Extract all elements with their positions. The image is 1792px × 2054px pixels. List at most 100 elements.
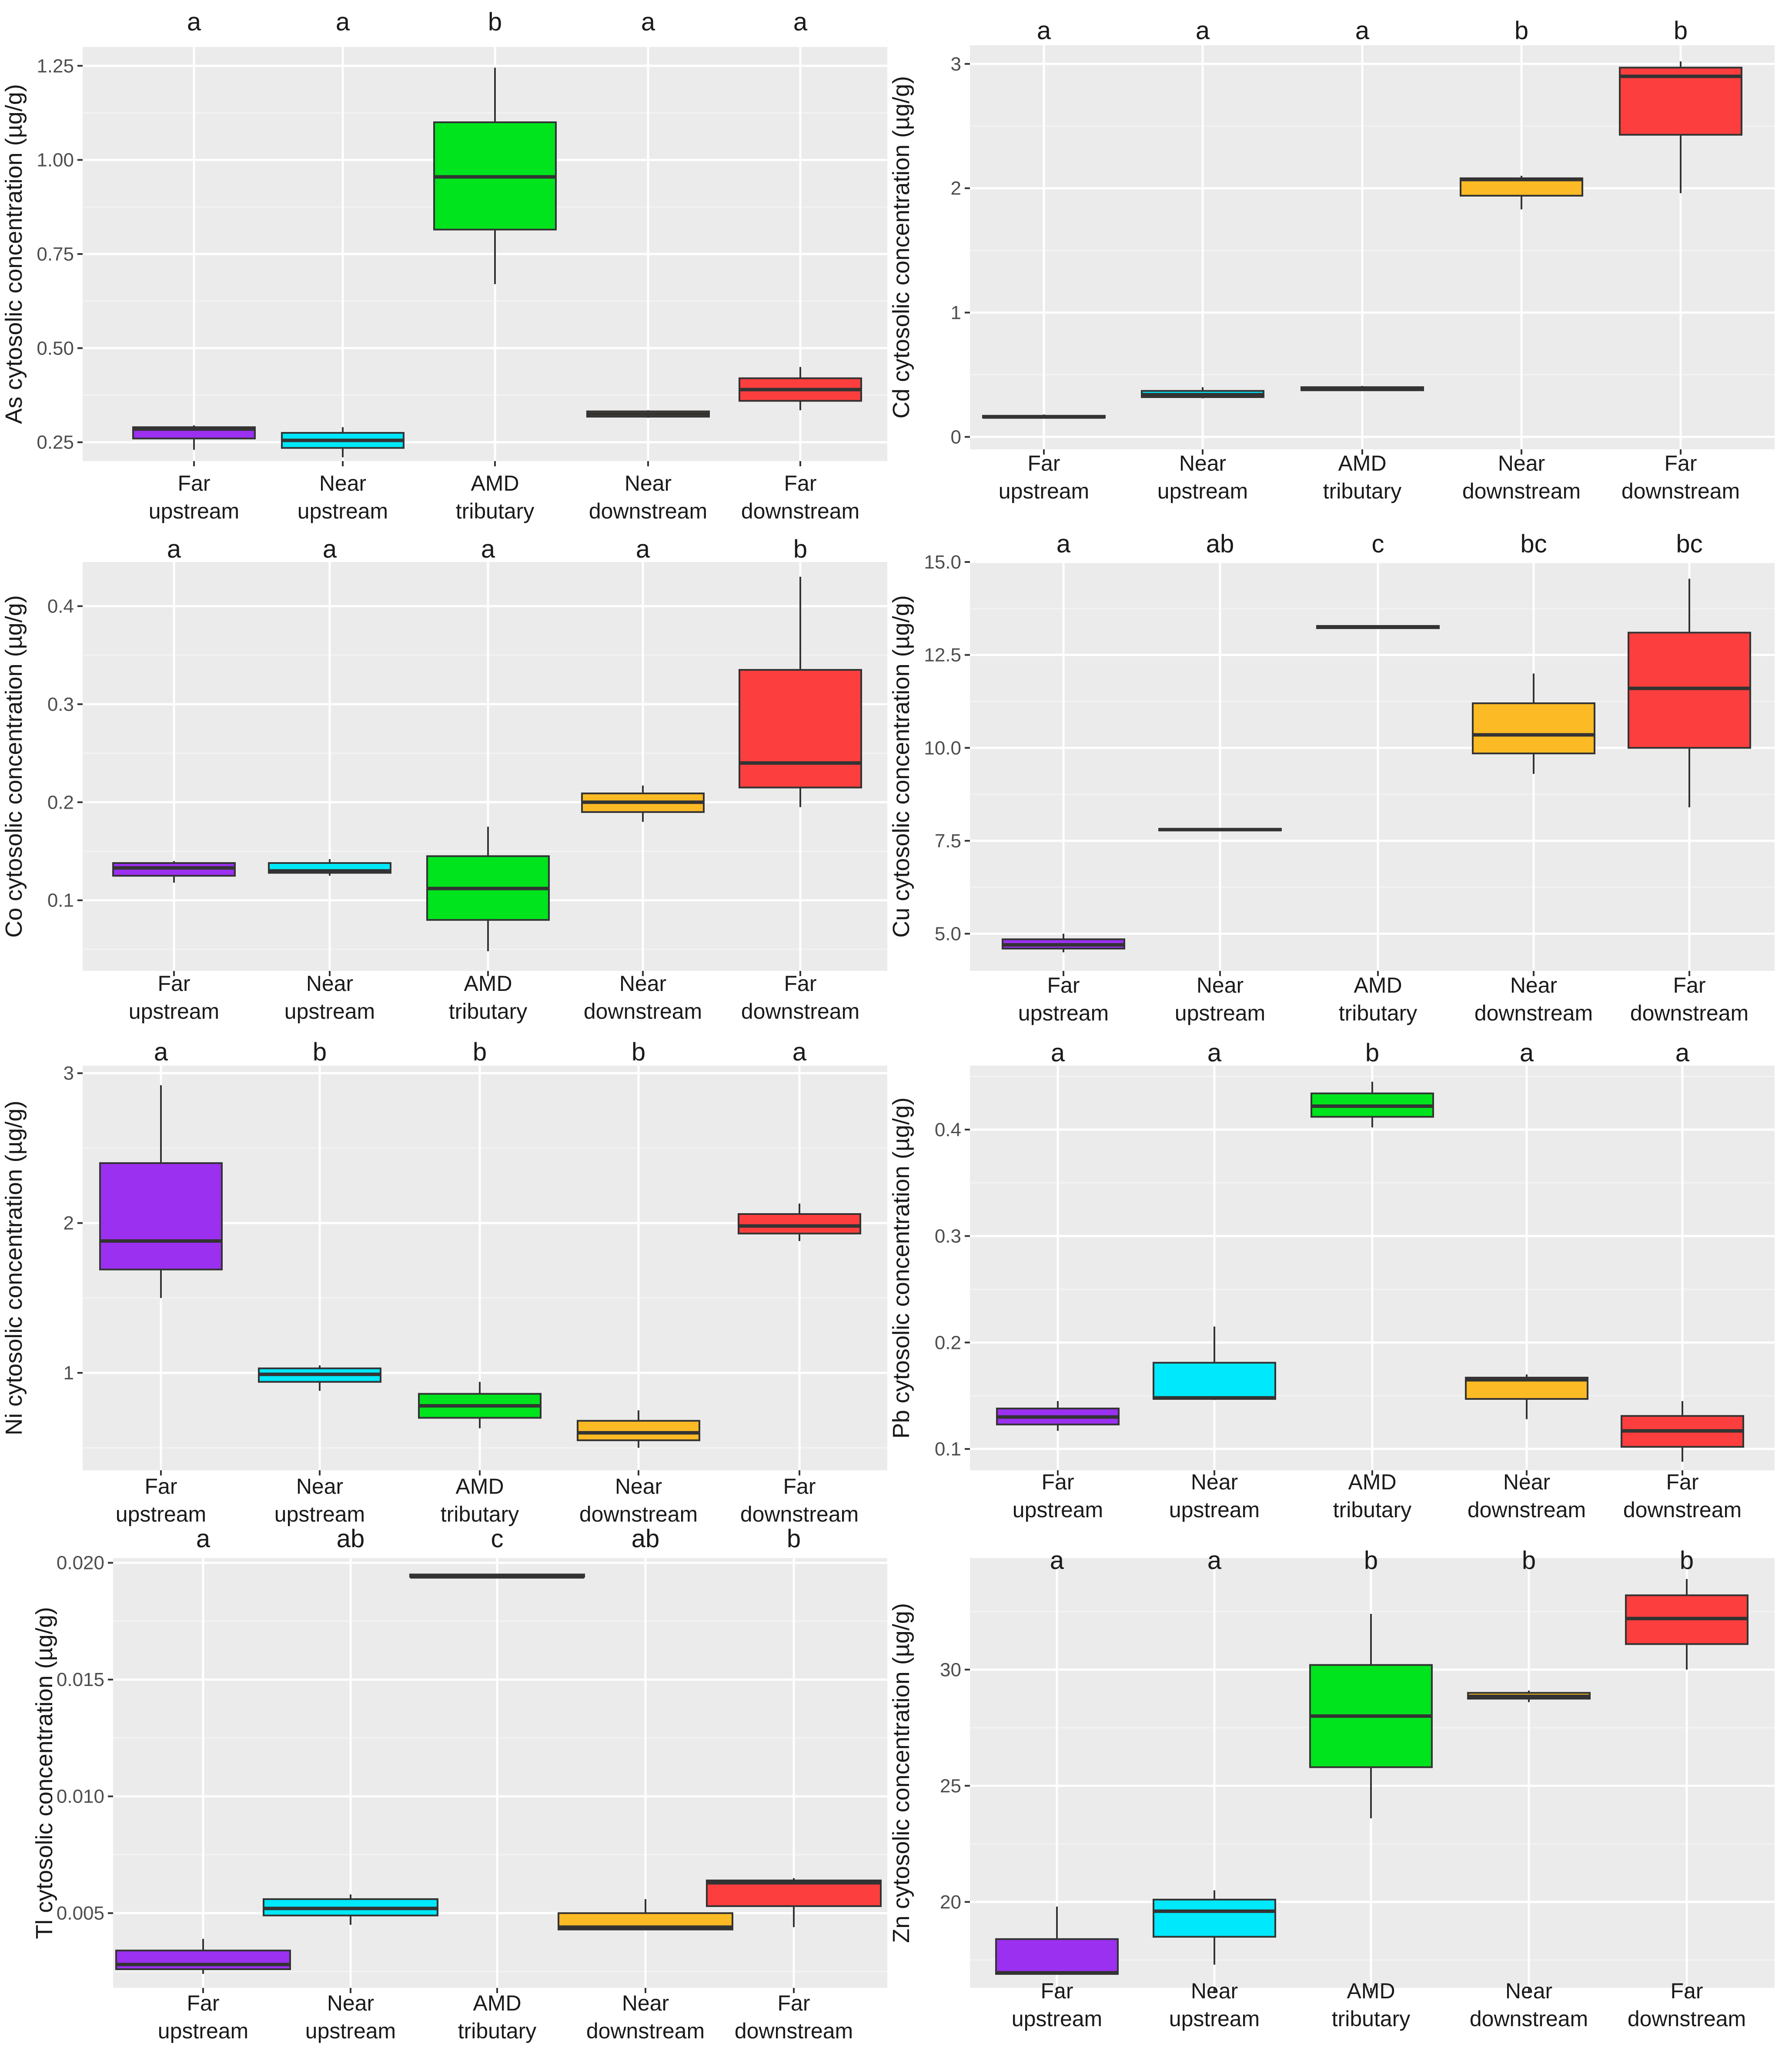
cd-significance-letter: a — [1037, 17, 1051, 45]
cu-box-5 — [1628, 632, 1751, 749]
as-category-label: Near — [319, 471, 366, 495]
cd-ytick-label: 0 — [951, 426, 961, 448]
pb-category-label: upstream — [1169, 1498, 1260, 1522]
cd-category-label: Far — [1665, 451, 1697, 475]
co-significance-letter: a — [167, 535, 181, 563]
as-category-label: tributary — [456, 499, 535, 523]
cu-category-label: Near — [1510, 973, 1557, 997]
tl-category-label: Near — [622, 1991, 669, 2015]
ni-category-label: Near — [615, 1474, 662, 1499]
co-y-axis-title: Co cytosolic concentration (µg/g) — [1, 595, 27, 937]
ni-category-label: Far — [145, 1474, 177, 1499]
ni-significance-letter: b — [313, 1038, 327, 1066]
pb-category-label: upstream — [1013, 1498, 1103, 1522]
tl-category-label: tributary — [458, 2019, 537, 2043]
cd-ytick-label: 3 — [951, 54, 961, 75]
cd-category-label: Far — [1028, 451, 1060, 475]
as-significance-letter: b — [488, 8, 502, 36]
zn-category-label: tributary — [1332, 2007, 1411, 2031]
zn-box-1 — [995, 1938, 1119, 1975]
cd-ytick-label: 2 — [951, 178, 961, 199]
co-significance-letter: a — [481, 535, 495, 563]
co-panel: 0.1 0.2 0.3 0.4 Far upstream a Near upstream a AMD… — [1, 535, 887, 1024]
co-category-label: downstream — [584, 999, 702, 1024]
cu-y-axis-title: Cu cytosolic concentration (µg/g) — [888, 595, 914, 937]
co-ytick-label: 0.1 — [47, 890, 74, 911]
co-category-label: Near — [619, 971, 666, 996]
cu-ytick-label: 15.0 — [924, 552, 961, 573]
co-category-label: downstream — [741, 999, 859, 1024]
zn-significance-letter: a — [1207, 1546, 1222, 1575]
cu-ytick-label: 5.0 — [935, 923, 961, 945]
ni-category-label: downstream — [579, 1502, 698, 1526]
cu-category-label: AMD — [1354, 973, 1402, 997]
cd-category-label: upstream — [1157, 479, 1248, 503]
tl-significance-letter: ab — [337, 1525, 365, 1553]
cu-category-label: upstream — [1175, 1001, 1265, 1025]
ni-category-label: upstream — [116, 1502, 206, 1526]
tl-ytick-label: 0.010 — [57, 1786, 104, 1807]
as-significance-letter: a — [336, 8, 350, 36]
ni-ytick-label: 3 — [64, 1063, 74, 1084]
as-ytick-label: 1.00 — [37, 150, 74, 171]
as-significance-letter: a — [187, 8, 201, 36]
tl-category-label: upstream — [158, 2019, 248, 2043]
co-box-5 — [739, 669, 862, 789]
cd-significance-letter: a — [1355, 17, 1370, 45]
pb-category-label: Near — [1191, 1470, 1238, 1494]
pb-ytick-label: 0.3 — [935, 1226, 961, 1247]
zn-panel: 20 25 30 Far upstream a Near upstream a AMD tribut… — [888, 1546, 1775, 2031]
pb-panel: 0.1 0.2 0.3 0.4 Far upstream a Near upstream a AMD… — [888, 1039, 1775, 1522]
zn-significance-letter: b — [1680, 1546, 1694, 1575]
co-ytick-label: 0.2 — [47, 792, 74, 813]
ni-panel: 1 2 3 Far upstream a Near upstream b AMD tributary… — [1, 1038, 887, 1526]
ni-ytick-label: 2 — [64, 1213, 74, 1234]
cd-category-label: tributary — [1323, 479, 1402, 503]
pb-category-label: Far — [1666, 1470, 1699, 1494]
ni-category-label: Near — [296, 1474, 343, 1499]
as-category-label: Far — [784, 471, 817, 495]
tl-panel: 0.005 0.010 0.015 0.020 Far upstream a Near upst… — [31, 1525, 887, 2043]
pb-significance-letter: b — [1365, 1039, 1379, 1067]
ni-category-label: AMD — [455, 1474, 504, 1499]
pb-y-axis-title: Pb cytosolic concentration (µg/g) — [888, 1097, 914, 1438]
zn-category-label: Far — [1041, 1979, 1073, 2003]
tl-plot-background — [113, 1558, 887, 1988]
cu-ytick-label: 7.5 — [935, 830, 961, 852]
tl-category-label: Far — [778, 1991, 810, 2015]
tl-significance-letter: ab — [632, 1525, 660, 1553]
ni-ytick-label: 1 — [64, 1362, 74, 1384]
cu-category-label: tributary — [1339, 1001, 1418, 1025]
ni-category-label: downstream — [740, 1502, 859, 1526]
co-significance-letter: a — [636, 535, 650, 563]
ni-category-label: tributary — [441, 1502, 519, 1526]
cu-significance-letter: bc — [1520, 530, 1547, 558]
tl-ytick-label: 0.015 — [57, 1669, 104, 1690]
cd-category-label: upstream — [999, 479, 1089, 503]
pb-category-label: Far — [1042, 1470, 1074, 1494]
pb-significance-letter: a — [1675, 1039, 1690, 1067]
co-category-label: tributary — [449, 999, 528, 1024]
co-category-label: AMD — [464, 971, 512, 996]
as-ytick-label: 0.50 — [37, 338, 74, 359]
cu-category-label: Far — [1673, 973, 1706, 997]
zn-category-label: downstream — [1628, 2007, 1746, 2031]
as-category-label: Far — [178, 471, 211, 495]
zn-category-label: Far — [1671, 1979, 1703, 2003]
tl-significance-letter: a — [196, 1525, 211, 1553]
zn-significance-letter: a — [1050, 1546, 1064, 1575]
cd-panel: 0 1 2 3 Far upstream a Near upstream a AMD tributar… — [888, 17, 1775, 503]
zn-category-label: downstream — [1470, 2007, 1588, 2031]
cu-significance-letter: ab — [1206, 530, 1234, 558]
as-category-label: upstream — [298, 499, 388, 523]
tl-significance-letter: c — [491, 1525, 504, 1553]
zn-ytick-label: 20 — [940, 1891, 961, 1913]
zn-significance-letter: b — [1364, 1546, 1378, 1575]
pb-significance-letter: a — [1520, 1039, 1534, 1067]
as-significance-letter: a — [793, 8, 808, 36]
cu-category-label: Far — [1047, 973, 1080, 997]
tl-ytick-label: 0.005 — [57, 1903, 104, 1924]
as-category-label: downstream — [589, 499, 707, 523]
cd-category-label: AMD — [1338, 451, 1386, 475]
